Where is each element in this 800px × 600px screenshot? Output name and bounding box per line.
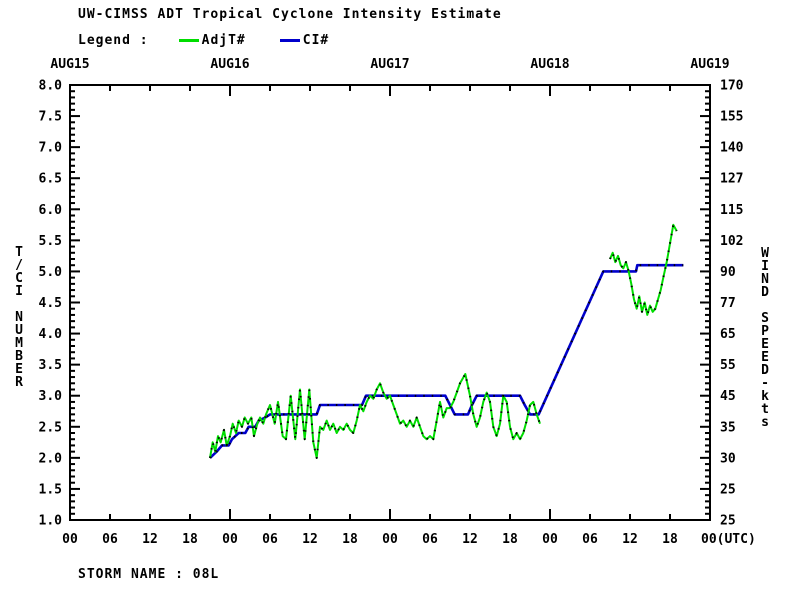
bottom-axis-hour-label: 18 [502, 532, 518, 547]
right-axis-tick-label: 170 [720, 79, 744, 94]
left-axis-tick-label: 3.5 [39, 358, 62, 373]
top-axis-date-label: AUG18 [530, 57, 569, 72]
left-axis-tick-label: 7.5 [39, 110, 62, 125]
axis-title-char: C [15, 271, 23, 286]
top-axis-date-label: AUG17 [370, 57, 409, 72]
axis-title-char: U [15, 323, 23, 338]
ci-line-swatch-icon [279, 39, 300, 42]
left-axis-tick-label: 5.0 [39, 265, 63, 280]
axis-title-char: E [761, 337, 769, 352]
bottom-axis-hour-label: 18 [662, 532, 678, 547]
right-axis-tick-label: 25 [720, 482, 736, 497]
bottom-axis-hour-label: 18 [182, 532, 198, 547]
bottom-axis-hour-label: 00 [222, 532, 238, 547]
bottom-axis-hour-label: 00 [62, 532, 78, 547]
bottom-axis-hour-label: 06 [582, 532, 598, 547]
right-axis-tick-label: 55 [720, 358, 736, 373]
chart-legend: Legend : AdjT# CI# [78, 33, 329, 48]
bottom-axis-hour-label: 06 [422, 532, 438, 547]
axis-title-char: T [15, 245, 23, 260]
bottom-axis-hour-label: 00(UTC) [701, 532, 756, 547]
axis-title-char: / [15, 258, 23, 273]
bottom-axis-hour-label: 18 [342, 532, 358, 547]
right-axis-tick-label: 25 [720, 514, 736, 529]
axis-title-char: W [761, 246, 769, 261]
left-axis-tick-label: 2.5 [39, 420, 62, 435]
left-axis-tick-label: 7.0 [39, 141, 63, 156]
storm-name: STORM NAME : 08L [78, 567, 220, 582]
right-axis-tick-label: 140 [720, 141, 744, 156]
left-axis-tick-label: 6.5 [39, 172, 62, 187]
bottom-axis-hour-label: 00 [542, 532, 558, 547]
axis-title-char: P [761, 324, 769, 339]
right-axis-tick-label: 90 [720, 265, 736, 280]
ci-legend-label: CI# [302, 33, 330, 48]
right-axis-tick-label: 155 [720, 110, 743, 125]
axis-title-char: E [15, 362, 23, 377]
bottom-axis-hour-label: 12 [142, 532, 158, 547]
left-axis-tick-label: 4.0 [39, 327, 63, 342]
axis-title-char: - [761, 376, 769, 391]
axis-title-char: k [761, 389, 769, 404]
axis-title-char: M [15, 336, 23, 351]
left-axis-tick-label: 6.0 [39, 203, 63, 218]
right-axis-tick-label: 35 [720, 420, 736, 435]
adjt-line-markers [609, 223, 678, 316]
chart-title: UW-CIMSS ADT Tropical Cyclone Intensity … [78, 7, 502, 22]
axis-title-char: D [761, 363, 769, 378]
axis-title-char: I [761, 259, 769, 274]
legend-label: Legend : [78, 33, 149, 48]
axis-title-char: N [15, 310, 23, 325]
axis-title-char: R [15, 375, 23, 390]
right-axis-tick-label: 45 [720, 389, 736, 404]
adjt-line [209, 373, 541, 459]
axis-title-char: t [761, 402, 769, 417]
right-axis-tick-label: 115 [720, 203, 743, 218]
right-axis-tick-label: 77 [720, 296, 736, 311]
left-axis-tick-label: 1.5 [39, 482, 62, 497]
axis-title-char: N [761, 272, 769, 287]
right-axis-tick-label: 102 [720, 234, 743, 249]
right-axis-tick-label: 30 [720, 451, 736, 466]
top-axis-date-label: AUG19 [690, 57, 729, 72]
bottom-axis-hour-label: 12 [302, 532, 318, 547]
axis-title-char: I [15, 284, 23, 299]
left-axis-tick-label: 8.0 [39, 79, 63, 94]
adjt-legend-label: AdjT# [201, 33, 246, 48]
axis-title-char: E [761, 350, 769, 365]
axis-title-char: B [15, 349, 23, 364]
axis-title-char: S [761, 311, 769, 326]
left-axis-tick-label: 1.0 [39, 514, 63, 529]
axis-title-char: D [761, 285, 769, 300]
top-axis-date-label: AUG16 [210, 57, 249, 72]
axis-title-char: s [761, 415, 769, 430]
plot-frame [69, 84, 711, 521]
adjt-line [609, 223, 678, 316]
top-axis-date-label: AUG15 [50, 57, 89, 72]
right-axis-tick-label: 127 [720, 172, 743, 187]
bottom-axis-hour-label: 12 [462, 532, 478, 547]
right-axis-tick-label: 65 [720, 327, 736, 342]
bottom-axis-hour-label: 06 [102, 532, 118, 547]
left-axis-tick-label: 5.5 [39, 234, 62, 249]
left-axis-tick-label: 3.0 [39, 389, 63, 404]
left-axis-tick-label: 2.0 [39, 451, 63, 466]
adjt-line-swatch-icon [178, 39, 199, 42]
left-axis-tick-label: 4.5 [39, 296, 62, 311]
bottom-axis-hour-label: 00 [382, 532, 398, 547]
ci-line-markers [209, 264, 684, 459]
bottom-axis-hour-label: 06 [262, 532, 278, 547]
bottom-axis-hour-label: 12 [622, 532, 638, 547]
adjt-line-markers [209, 373, 541, 459]
